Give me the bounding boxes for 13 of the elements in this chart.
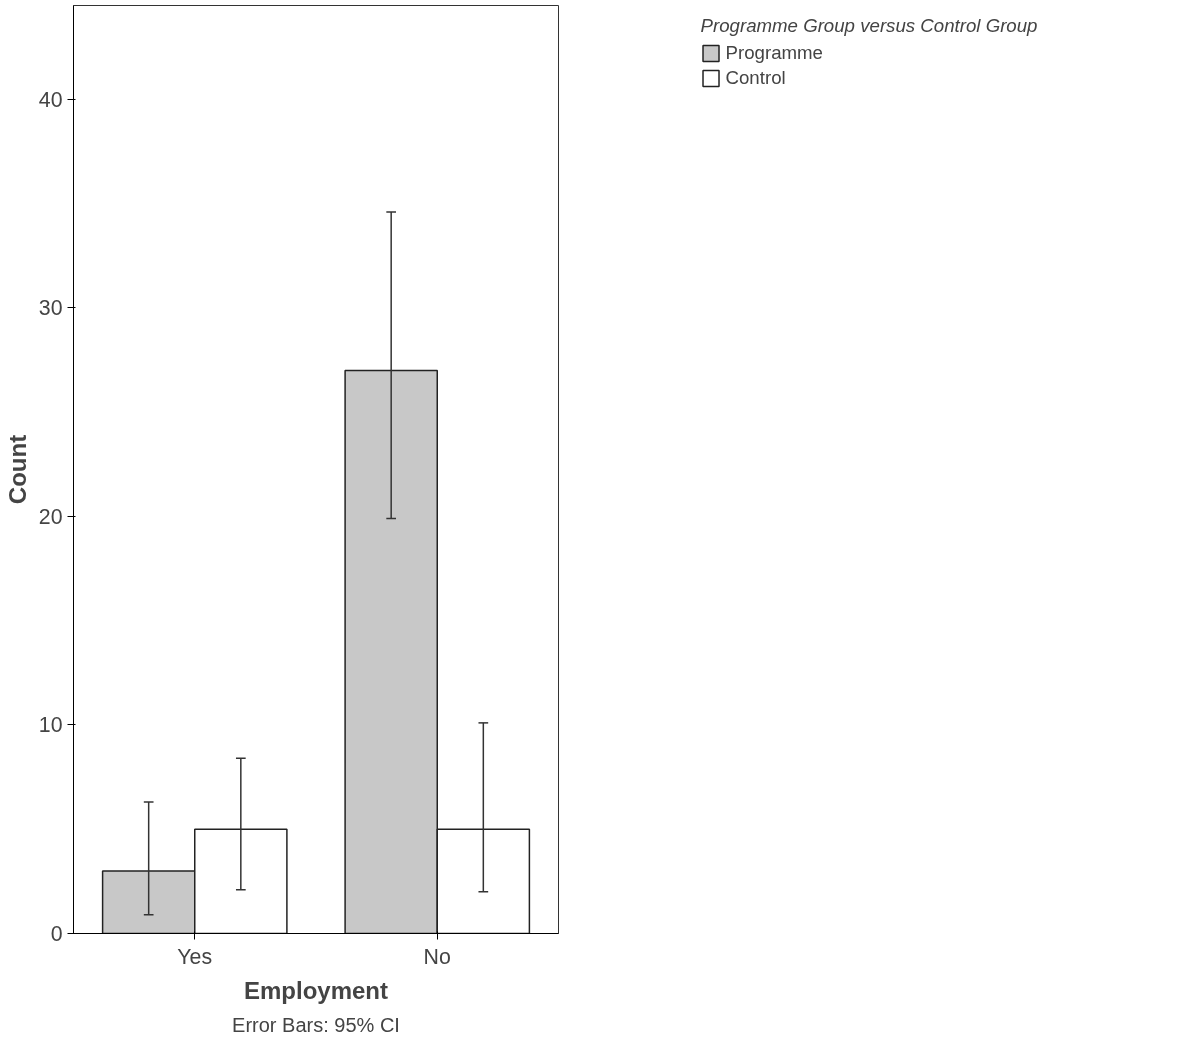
text: Error Bars: 95% CI	[232, 1013, 400, 1036]
y-tick-label: 40	[38, 87, 63, 112]
x-axis-title: Employment	[243, 976, 389, 1004]
x-tick-label: No	[423, 944, 451, 969]
legend-label: Programme	[725, 42, 823, 64]
legend-title: Programme Group versus Control Group	[700, 15, 1038, 37]
y-tick-label: 20	[38, 504, 63, 529]
legend-label: Control	[725, 67, 786, 89]
y-axis-title: Count	[3, 434, 31, 505]
y-tick-label: 30	[38, 296, 63, 321]
x-tick-label: Yes	[177, 944, 213, 969]
y-tick-label: 10	[38, 713, 63, 738]
y-tick-label: 0	[50, 922, 63, 946]
